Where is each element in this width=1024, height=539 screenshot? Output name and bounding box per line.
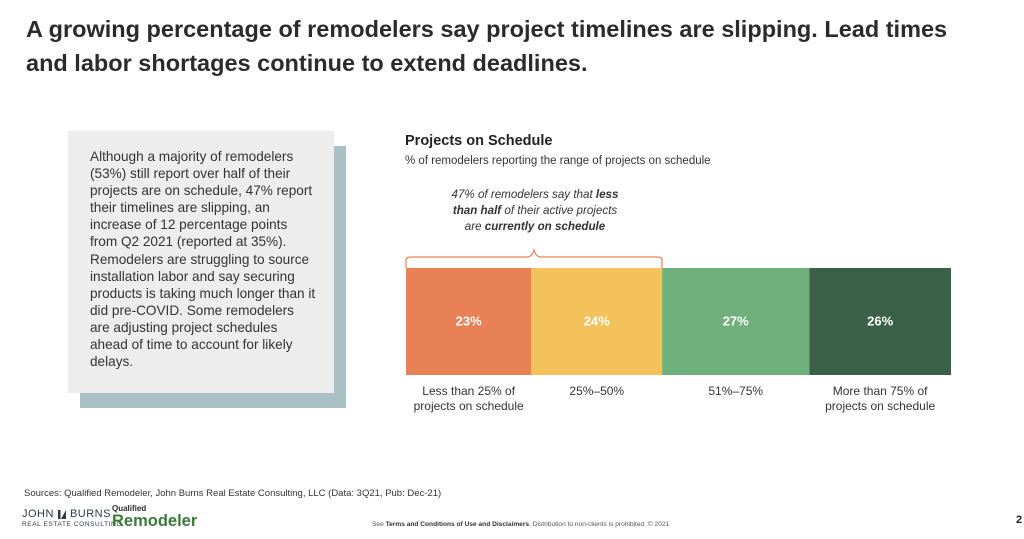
annotation-pre: 47% of remodelers say that xyxy=(451,188,596,201)
annotation-bold-1: less xyxy=(595,188,619,201)
terms-link[interactable]: Terms and Conditions of Use and Disclaim… xyxy=(385,521,530,528)
footer-note-post: . Distribution to non-clients is prohibi… xyxy=(529,521,670,528)
bar-segment-1 xyxy=(406,268,532,375)
chart-subtitle: % of remodelers reporting the range of p… xyxy=(405,155,711,167)
jb-mark-icon xyxy=(57,509,66,519)
callout-text: Although a majority of remodelers (53%) … xyxy=(90,149,316,370)
page-number: 2 xyxy=(1016,514,1023,526)
bar-data-label-3: 27% xyxy=(723,314,749,329)
bar-segment-4 xyxy=(809,268,951,375)
chart-annotation: 47% of remodelers say that less than hal… xyxy=(410,187,660,235)
qr-logo-big: Remodeler xyxy=(112,512,198,530)
jb-logo-john: JOHN xyxy=(22,508,54,520)
category-label-4: More than 75% of projects on schedule xyxy=(810,384,950,414)
annotation-line-3-pre: are xyxy=(464,220,485,233)
category-label-line: 51%–75% xyxy=(708,384,764,398)
john-burns-logo: JOHN BURNS REAL ESTATE CONSULTING xyxy=(22,508,122,528)
category-label-2: 25%–50% xyxy=(527,384,667,399)
category-label-line: More than 75% of xyxy=(832,384,928,398)
chart-title: Projects on Schedule xyxy=(405,133,553,149)
category-label-line: Less than 25% of xyxy=(422,384,516,398)
stacked-bar-chart: 23% 24% 27% 26% xyxy=(406,268,951,375)
callout-box: Although a majority of remodelers (53%) … xyxy=(68,131,334,393)
annotation-bracket-line xyxy=(405,247,663,268)
annotation-bold-2: than half xyxy=(452,204,502,217)
bar-segment-2 xyxy=(531,268,663,375)
bar-segment-3 xyxy=(662,268,810,375)
headline-line-1: A growing percentage of remodelers say p… xyxy=(26,16,948,42)
qualified-remodeler-logo: Qualified Remodeler xyxy=(112,504,197,530)
annotation-bold-3: currently on schedule xyxy=(484,220,606,233)
annotation-line-2: of their active projects xyxy=(501,204,618,217)
jb-logo-tagline: REAL ESTATE CONSULTING xyxy=(22,521,123,528)
page-headline: A growing percentage of remodelers say p… xyxy=(26,12,1024,80)
category-label-1: Less than 25% of projects on schedule xyxy=(399,384,539,414)
bar-data-label-4: 26% xyxy=(867,314,893,329)
headline-line-2: and labor shortages continue to extend d… xyxy=(26,50,588,76)
category-label-3: 51%–75% xyxy=(666,384,806,399)
category-label-line: projects on schedule xyxy=(825,399,936,413)
jb-logo-burns: BURNS xyxy=(69,508,111,520)
category-label-line: projects on schedule xyxy=(413,399,524,413)
footer-note-pre: See xyxy=(372,521,386,528)
sources-note: Sources: Qualified Remodeler, John Burns… xyxy=(24,488,442,499)
bar-data-label-2: 24% xyxy=(584,314,610,329)
qr-logo-small: Qualified xyxy=(112,504,147,513)
annotation-bracket xyxy=(405,247,663,268)
category-label-line: 25%–50% xyxy=(569,384,625,398)
footer-disclaimer: See Terms and Conditions of Use and Disc… xyxy=(372,521,669,528)
bar-data-label-1: 23% xyxy=(456,314,482,329)
